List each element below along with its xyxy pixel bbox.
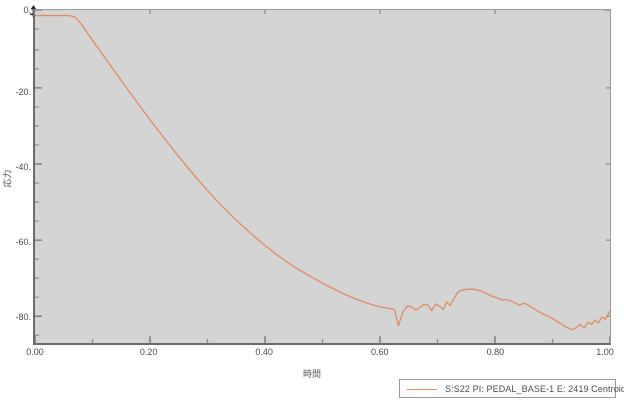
y-tick-label: -20. bbox=[15, 87, 31, 97]
series-line-stress bbox=[35, 14, 610, 331]
legend[interactable]: S:S22 PI: PEDAL_BASE-1 E: 2419 Centroid bbox=[399, 379, 624, 398]
x-tick-label: 0.00 bbox=[26, 347, 44, 357]
legend-color-swatch bbox=[407, 384, 437, 394]
x-axis-ticks bbox=[35, 336, 610, 343]
y-axis-tick-labels: 0. -20. -40. -60. -80. bbox=[0, 0, 31, 403]
x-tick-label: 0.20 bbox=[139, 347, 158, 357]
x-tick-label: 0.80 bbox=[486, 347, 505, 357]
x-tick-label: 1.00 bbox=[596, 347, 614, 357]
y-axis-title: 応力 bbox=[2, 169, 13, 188]
x-axis-title: 時間 bbox=[302, 369, 321, 379]
plot-area bbox=[33, 9, 611, 345]
y-tick-label: -40. bbox=[15, 162, 31, 172]
y-tick-label: 0. bbox=[23, 5, 31, 15]
y-axis-ticks bbox=[35, 10, 42, 336]
frame-ticks bbox=[149, 10, 610, 317]
x-tick-label: 0.40 bbox=[255, 347, 273, 357]
x-axis-tick-labels: 0.00 0.20 0.40 0.60 0.80 1.00 bbox=[0, 347, 624, 363]
legend-entry-label: S:S22 PI: PEDAL_BASE-1 E: 2419 Centroid bbox=[445, 383, 624, 394]
x-tick-label: 0.60 bbox=[371, 347, 389, 357]
y-tick-label: -80. bbox=[15, 312, 31, 322]
y-tick-label: -60. bbox=[15, 237, 31, 247]
plot-svg bbox=[35, 10, 610, 343]
